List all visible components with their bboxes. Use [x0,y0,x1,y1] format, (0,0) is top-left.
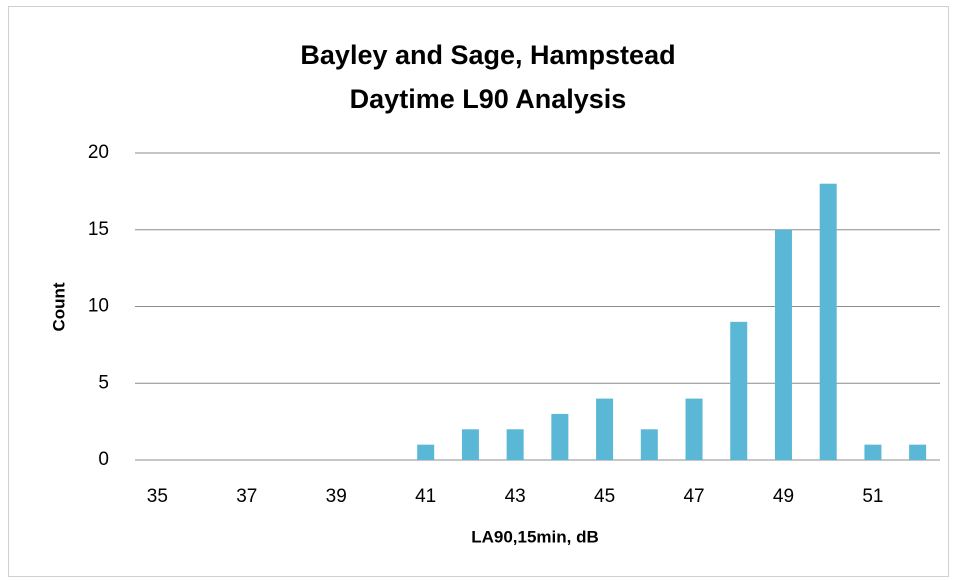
x-tick-label: 45 [594,486,615,507]
bar [730,321,748,460]
x-tick-label: 39 [326,486,347,507]
y-tick-label: 5 [98,372,109,393]
bar [685,398,703,460]
x-axis-title: LA90,15min, dB [471,527,599,546]
bar [506,429,524,460]
bar [819,183,837,460]
chart-title: Bayley and Sage, Hampstead [300,40,675,70]
x-tick-label: 37 [236,486,257,507]
x-tick-label: 49 [773,486,794,507]
x-tick-label: 47 [683,486,704,507]
bar [909,444,927,460]
y-tick-label: 0 [98,449,109,470]
y-axis-title: Count [49,282,68,331]
bar [461,429,479,460]
y-tick-label: 15 [88,219,109,240]
x-tick-label: 43 [505,486,526,507]
bar [417,444,435,460]
bar [864,444,882,460]
y-tick-label: 20 [88,142,109,163]
bar [774,229,792,460]
y-tick-label: 10 [88,296,109,317]
bar [551,413,569,460]
bar [640,429,658,460]
chart-subtitle: Daytime L90 Analysis [350,84,627,114]
x-tick-label: 51 [862,486,883,507]
x-tick-label: 41 [415,486,436,507]
bar [596,398,614,460]
x-tick-label: 35 [147,486,168,507]
